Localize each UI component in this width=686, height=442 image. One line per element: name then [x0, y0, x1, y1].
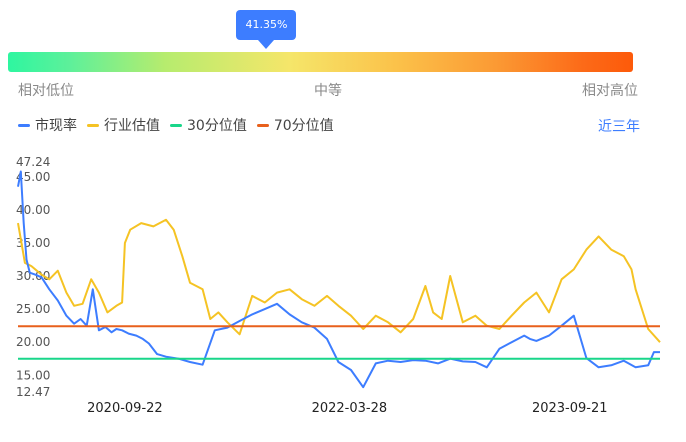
x-tick-label: 2022-03-28 — [312, 401, 388, 416]
series-line-1 — [17, 218, 661, 343]
legend-item-pcf[interactable]: 市现率 — [18, 115, 77, 135]
y-tick-label: 30.00 — [16, 269, 50, 283]
valuation-line-chart: 47.2445.0040.0035.0030.0025.0020.0015.00… — [16, 155, 661, 416]
legend-swatch-p70 — [256, 123, 269, 127]
x-tick-label: 2023-09-21 — [532, 401, 608, 416]
percentile-gradient-bar — [8, 52, 633, 72]
gauge-high-label: 相对高位 — [582, 83, 638, 99]
series-line-0 — [17, 170, 660, 389]
legend-item-industry[interactable]: 行业估值 — [87, 115, 160, 135]
time-range-selector[interactable]: 近三年 — [598, 119, 640, 135]
percentile-tooltip: 41.35% — [236, 10, 297, 49]
legend-item-p30[interactable]: 30分位值 — [170, 115, 247, 135]
legend-swatch-p30 — [170, 123, 182, 127]
legend-label-industry: 行业估值 — [104, 118, 160, 134]
legend-item-p70[interactable]: 70分位值 — [256, 115, 334, 135]
legend-swatch-industry — [87, 123, 99, 127]
y-tick-label: 40.00 — [16, 203, 50, 217]
legend-swatch-pcf — [18, 123, 30, 127]
gauge-low-label: 相对低位 — [18, 83, 74, 99]
y-tick-label: 20.00 — [16, 335, 50, 349]
y-tick-label: 15.00 — [16, 368, 50, 382]
x-tick-label: 2020-09-22 — [87, 401, 163, 416]
chart-legend: 市现率 行业估值 30分位值 70分位值 — [18, 116, 344, 134]
legend-label-p30: 30分位值 — [187, 118, 247, 134]
y-tick-label: 45.00 — [16, 170, 50, 184]
gauge-mid-label: 中等 — [314, 83, 342, 99]
y-tick-label: 25.00 — [16, 302, 50, 316]
legend-label-pcf: 市现率 — [35, 118, 77, 134]
percentile-value: 41.35% — [245, 18, 288, 31]
y-tick-label: 12.47 — [16, 385, 50, 399]
y-tick-label: 47.24 — [16, 155, 50, 169]
x-axis: 2020-09-22 2022-03-28 2023-09-21 — [87, 401, 607, 416]
series-layer — [17, 170, 661, 389]
legend-label-p70: 70分位值 — [273, 118, 334, 134]
